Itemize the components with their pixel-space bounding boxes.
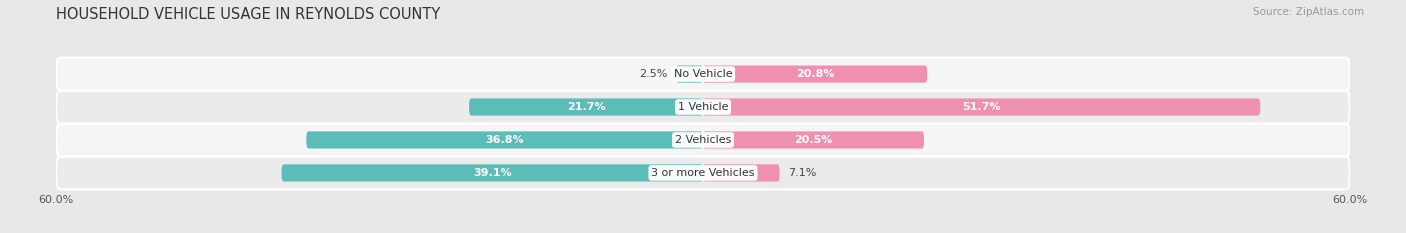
FancyBboxPatch shape (703, 65, 927, 83)
Text: 20.8%: 20.8% (796, 69, 834, 79)
FancyBboxPatch shape (703, 98, 1260, 116)
Text: 39.1%: 39.1% (472, 168, 512, 178)
Text: Source: ZipAtlas.com: Source: ZipAtlas.com (1253, 7, 1364, 17)
Text: 3 or more Vehicles: 3 or more Vehicles (651, 168, 755, 178)
FancyBboxPatch shape (307, 131, 703, 149)
FancyBboxPatch shape (56, 156, 1350, 189)
FancyBboxPatch shape (676, 65, 703, 83)
Text: 2 Vehicles: 2 Vehicles (675, 135, 731, 145)
FancyBboxPatch shape (703, 164, 779, 182)
Text: 2.5%: 2.5% (640, 69, 668, 79)
Text: 1 Vehicle: 1 Vehicle (678, 102, 728, 112)
Text: HOUSEHOLD VEHICLE USAGE IN REYNOLDS COUNTY: HOUSEHOLD VEHICLE USAGE IN REYNOLDS COUN… (56, 7, 440, 22)
Text: No Vehicle: No Vehicle (673, 69, 733, 79)
FancyBboxPatch shape (281, 164, 703, 182)
Text: 51.7%: 51.7% (962, 102, 1001, 112)
Text: 7.1%: 7.1% (789, 168, 817, 178)
FancyBboxPatch shape (56, 58, 1350, 91)
FancyBboxPatch shape (470, 98, 703, 116)
Text: 36.8%: 36.8% (485, 135, 524, 145)
Text: 20.5%: 20.5% (794, 135, 832, 145)
FancyBboxPatch shape (56, 91, 1350, 123)
Text: 21.7%: 21.7% (567, 102, 606, 112)
FancyBboxPatch shape (56, 123, 1350, 156)
FancyBboxPatch shape (703, 131, 924, 149)
